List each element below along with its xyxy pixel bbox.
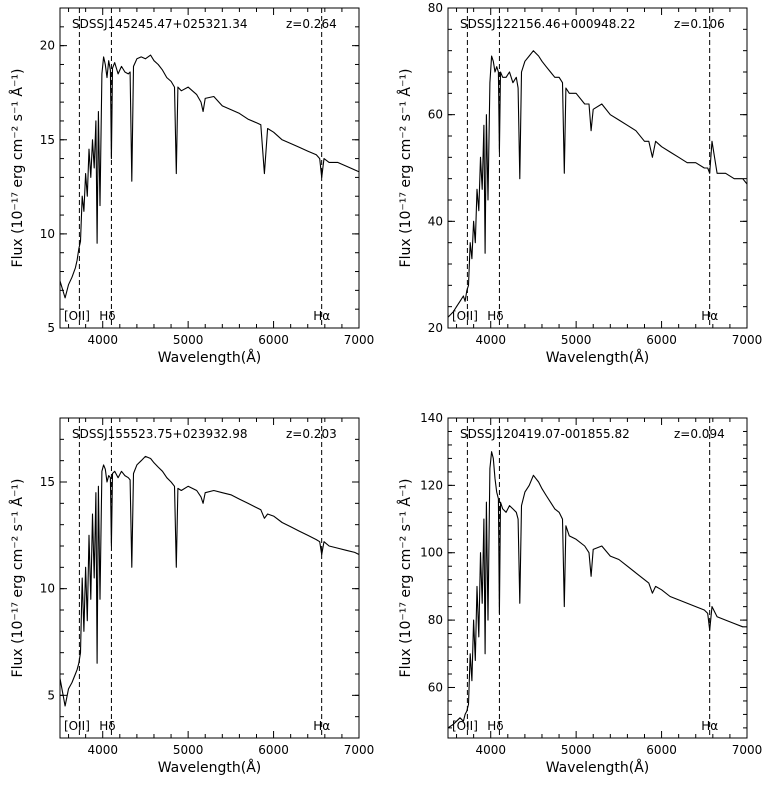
spectrum-line: [448, 50, 747, 318]
marker-label: Hδ: [99, 719, 115, 733]
x-axis-title: Wavelength(Å): [158, 759, 262, 776]
plot-frame: [59, 417, 360, 739]
x-tick-label: 5000: [561, 333, 592, 347]
y-tick-label: 80: [428, 1, 443, 15]
x-tick-label: 6000: [258, 743, 289, 757]
y-tick-label: 10: [40, 582, 55, 596]
y-axis-title: Flux (10⁻¹⁷ erg cm⁻² s⁻¹ Å⁻¹): [397, 479, 414, 678]
y-tick-label: 5: [47, 321, 55, 335]
y-axis-title: Flux (10⁻¹⁷ erg cm⁻² s⁻¹ Å⁻¹): [9, 69, 26, 268]
spectrum-line: [60, 54, 359, 299]
marker-label: [OII]: [64, 309, 90, 323]
object-name: SDSSJ155523.75+023932.98: [72, 427, 247, 441]
x-tick-label: 5000: [173, 743, 204, 757]
marker-label: [OII]: [452, 719, 478, 733]
y-tick-label: 20: [40, 39, 55, 53]
y-axis-title: Flux (10⁻¹⁷ erg cm⁻² s⁻¹ Å⁻¹): [397, 69, 414, 268]
spectrum-panel-3: 4000 5000 6000 7000 5 10 15 SDSSJ155523.75+0239…: [9, 417, 375, 776]
x-axis-title: Wavelength(Å): [546, 759, 650, 776]
y-tick-label: 60: [428, 108, 443, 122]
x-tick-label: 5000: [561, 743, 592, 757]
y-tick-label: 60: [428, 680, 443, 694]
redshift-label: z=0.106: [674, 17, 725, 31]
plot-frame: [447, 7, 748, 329]
redshift-label: z=0.094: [674, 427, 725, 441]
marker-label: Hδ: [99, 309, 115, 323]
marker-label: Hα: [701, 309, 718, 323]
x-tick-label: 7000: [344, 743, 375, 757]
y-tick-label: 80: [428, 613, 443, 627]
plot-frame: [59, 7, 360, 329]
spectrum-panel-1: 4000 5000 6000 7000 5 10 15 20 SDSSJ145245.47+02…: [9, 7, 375, 366]
marker-label: Hα: [701, 719, 718, 733]
marker-label: Hα: [313, 719, 330, 733]
marker-label: Hδ: [487, 309, 503, 323]
x-axis-title: Wavelength(Å): [546, 349, 650, 366]
x-tick-label: 4000: [87, 743, 118, 757]
spectrum-panel-4: 4000 5000 6000 7000 60 80 100 120 140 SDSSJ120419…: [397, 411, 762, 776]
marker-label: Hα: [313, 309, 330, 323]
y-axis-title: Flux (10⁻¹⁷ erg cm⁻² s⁻¹ Å⁻¹): [9, 479, 26, 678]
y-tick-label: 5: [47, 688, 55, 702]
x-tick-label: 4000: [87, 333, 118, 347]
spectrum-line: [448, 451, 747, 729]
x-tick-label: 4000: [475, 743, 506, 757]
x-tick-label: 6000: [646, 743, 677, 757]
spectrum-line: [60, 455, 359, 707]
marker-label: Hδ: [487, 719, 503, 733]
redshift-label: z=0.264: [286, 17, 337, 31]
x-tick-label: 7000: [344, 333, 375, 347]
y-tick-label: 15: [40, 133, 55, 147]
marker-label: [OII]: [64, 719, 90, 733]
y-tick-label: 140: [420, 411, 443, 425]
plot-frame: [447, 417, 748, 739]
x-tick-label: 6000: [646, 333, 677, 347]
x-tick-label: 5000: [173, 333, 204, 347]
x-axis-title: Wavelength(Å): [158, 349, 262, 366]
x-tick-label: 7000: [732, 333, 763, 347]
redshift-label: z=0.203: [286, 427, 337, 441]
marker-label: [OII]: [452, 309, 478, 323]
object-name: SDSSJ122156.46+000948.22: [460, 17, 635, 31]
y-tick-label: 10: [40, 227, 55, 241]
y-tick-label: 40: [428, 214, 443, 228]
x-tick-label: 7000: [732, 743, 763, 757]
y-tick-label: 100: [420, 546, 443, 560]
x-tick-label: 6000: [258, 333, 289, 347]
spectrum-panel-2: 4000 5000 6000 7000 20 40 60 80 SDSSJ122156.46+0…: [397, 1, 762, 366]
object-name: SDSSJ145245.47+025321.34: [72, 17, 247, 31]
object-name: SDSSJ120419.07-001855.82: [460, 427, 630, 441]
y-tick-label: 15: [40, 475, 55, 489]
x-tick-label: 4000: [475, 333, 506, 347]
y-tick-label: 120: [420, 478, 443, 492]
y-tick-label: 20: [428, 321, 443, 335]
